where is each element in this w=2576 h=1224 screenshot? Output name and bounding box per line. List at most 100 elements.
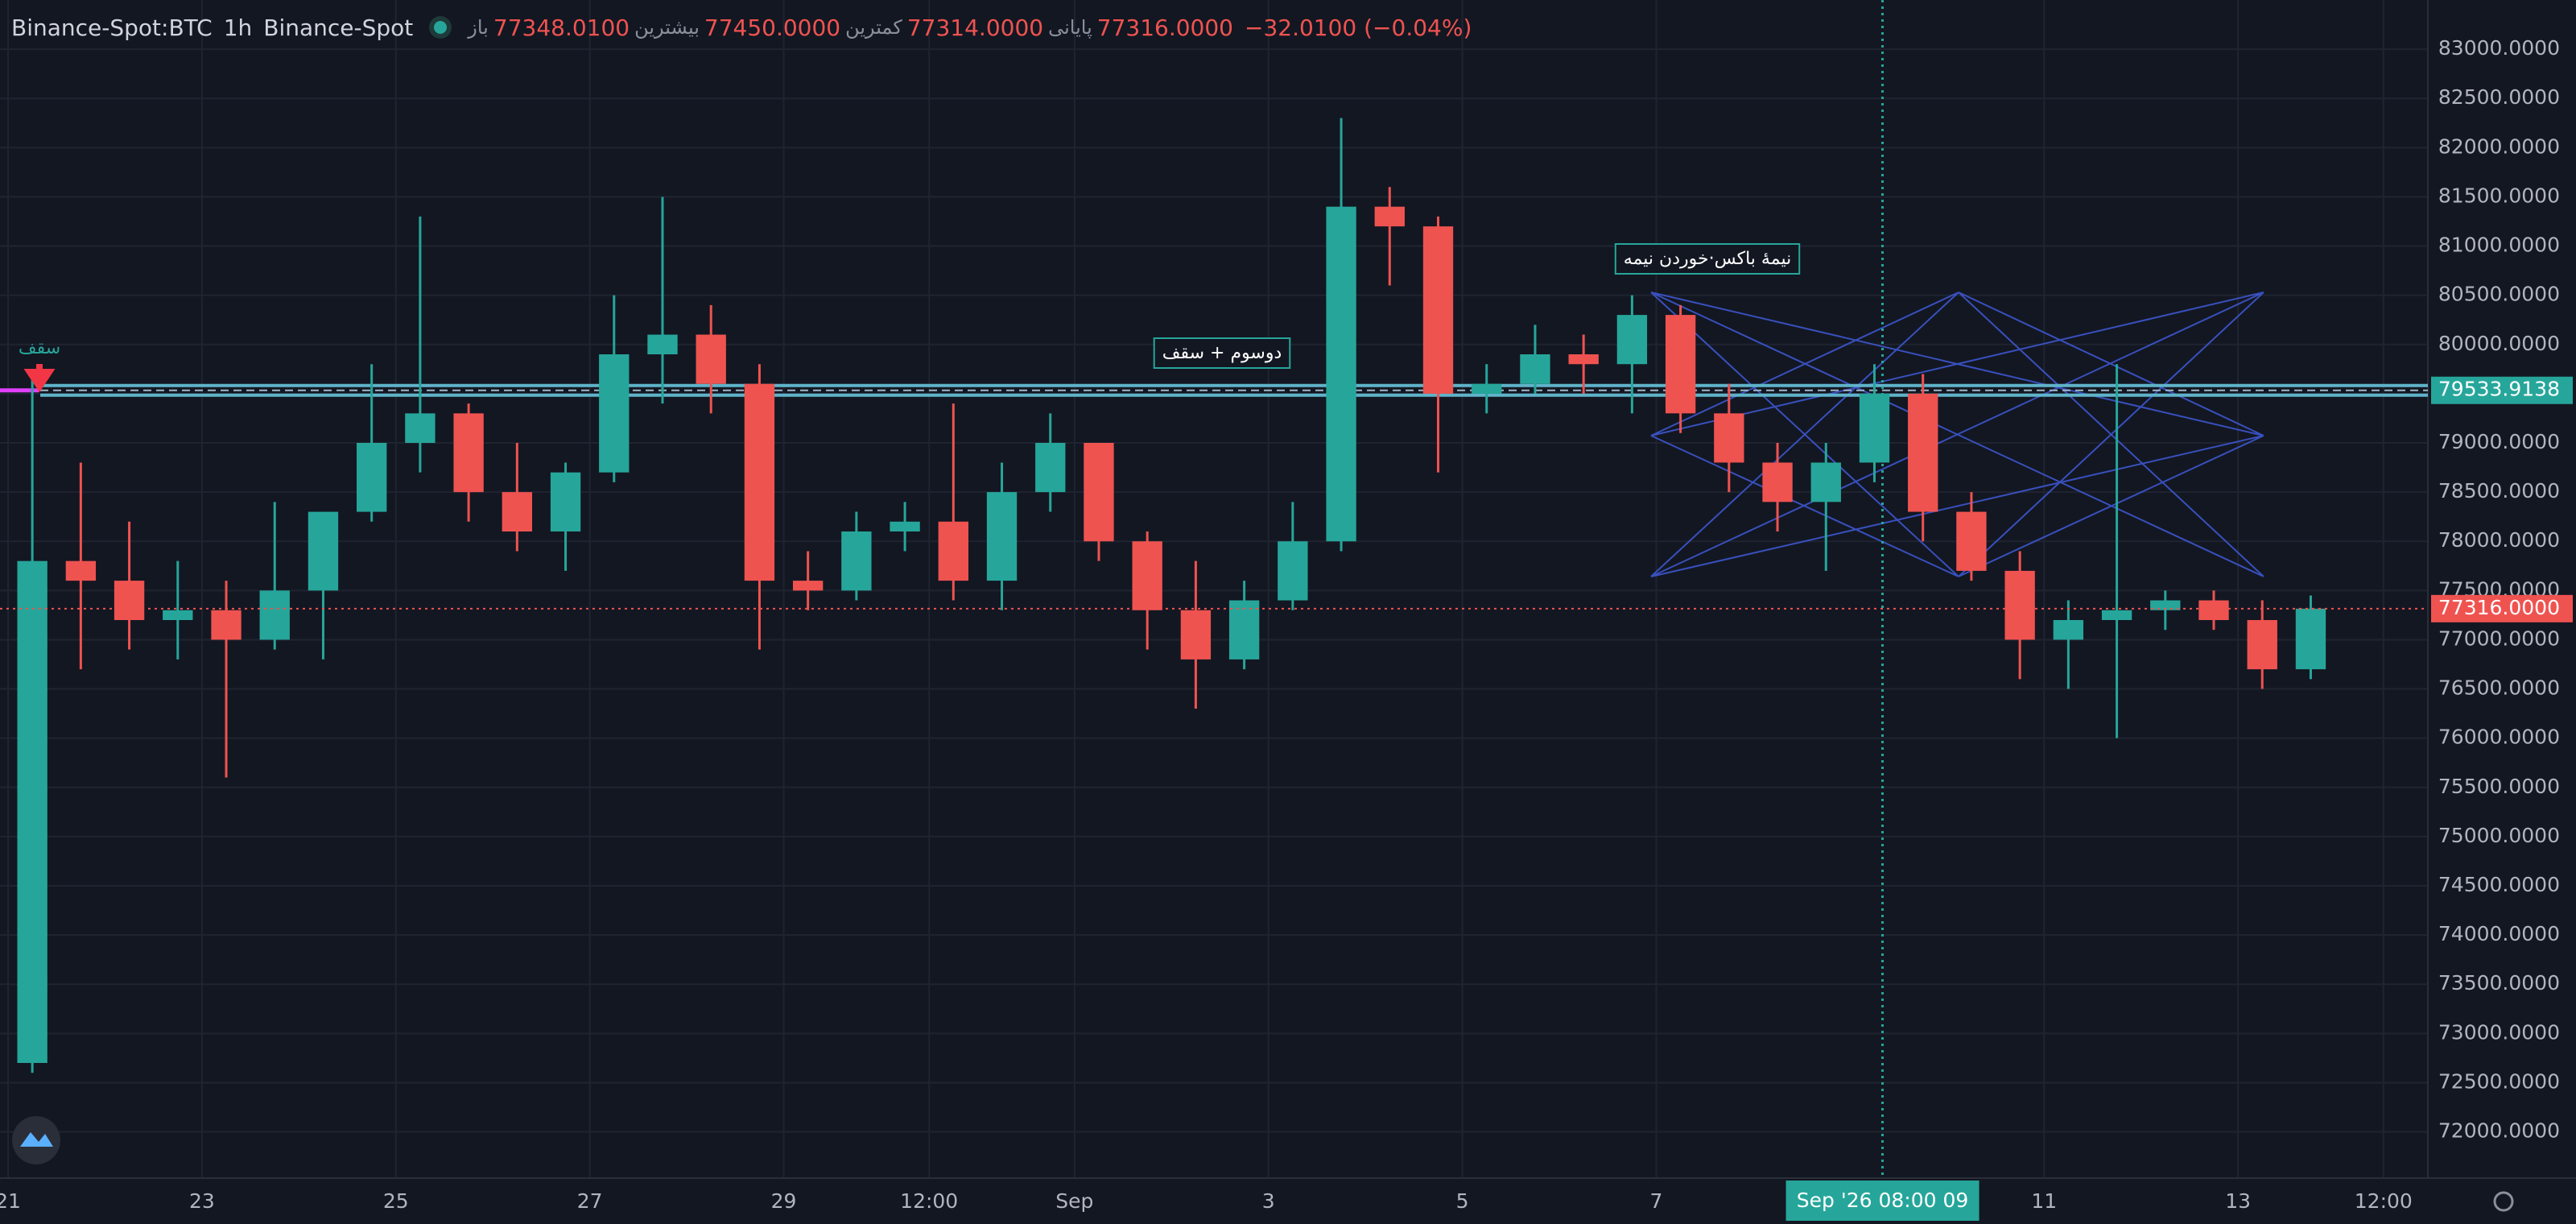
candle-body: [1278, 541, 1308, 601]
logo-icon: [20, 1132, 53, 1147]
candle-body: [17, 560, 47, 1063]
candle-body: [1762, 462, 1793, 502]
candle-body: [1132, 541, 1162, 610]
x-tick-label: 12:00: [2355, 1189, 2413, 1213]
candle-body: [1035, 443, 1066, 493]
x-tick-label: Sep: [1055, 1189, 1093, 1213]
annotation: نیمهٔ باکس·خوردن نیمه: [1624, 249, 1791, 269]
y-tick-label: 75500.0000: [2438, 775, 2560, 798]
ohlc-value: 77348.0100: [493, 14, 630, 41]
pattern-drawing: [1650, 292, 2264, 577]
candle-body: [405, 413, 436, 443]
y-tick-label: 74000.0000: [2438, 922, 2560, 945]
y-tick-label: 78500.0000: [2438, 479, 2560, 502]
x-tick-label: 29: [771, 1189, 797, 1213]
interval: 1h: [223, 14, 253, 41]
candle-body: [2247, 620, 2277, 670]
y-tick-label: 73500.0000: [2438, 971, 2560, 994]
candle-body: [1520, 354, 1550, 384]
last-price-box: [2431, 594, 2573, 622]
candle-body: [1956, 511, 1987, 571]
candle-body: [696, 334, 726, 384]
candle-body: [1326, 206, 1356, 542]
candle-body: [744, 383, 775, 581]
symbol: Binance-Spot:BTC: [11, 14, 213, 41]
ohlc-value: 77450.0000: [704, 14, 841, 41]
annotation-box: [1153, 337, 1291, 369]
y-tick-label: 72500.0000: [2438, 1069, 2560, 1093]
candle-body: [1665, 315, 1696, 414]
candle-body: [114, 581, 145, 620]
candle-body: [259, 590, 290, 640]
candle-body: [792, 581, 824, 591]
candle-body: [2101, 610, 2132, 620]
candle-body: [1810, 462, 1841, 502]
x-tick-label: 13: [2225, 1189, 2251, 1213]
y-tick-label: 82500.0000: [2438, 85, 2560, 109]
settings-icon[interactable]: [2493, 1191, 2514, 1212]
y-tick-label: 78000.0000: [2438, 528, 2560, 552]
last-price-label: 77316.0000: [2438, 596, 2560, 619]
candle-body: [550, 472, 581, 531]
crosshair-label: Sep '26 08:00 09: [1797, 1189, 1969, 1212]
arrow-marker: [23, 364, 56, 393]
x-tick-label: 21: [0, 1189, 21, 1213]
y-tick-label: 77000.0000: [2438, 626, 2560, 650]
ohlc-label: باز: [468, 16, 489, 39]
candle-body: [65, 560, 97, 581]
candle-body: [453, 413, 484, 493]
candle-body: [502, 492, 533, 531]
candle-body: [938, 521, 968, 581]
candle-body: [357, 443, 387, 512]
grid: [0, 0, 2428, 1178]
x-tick-label: 27: [577, 1189, 603, 1213]
candle-body: [1084, 443, 1114, 542]
annotation-box: [1614, 243, 1801, 275]
y-tick-label: 74500.0000: [2438, 873, 2560, 896]
y-tick-label: 80500.0000: [2438, 283, 2560, 306]
candle-body: [986, 492, 1018, 581]
x-tick-label: 3: [1262, 1189, 1275, 1213]
candle-body: [2295, 608, 2326, 670]
y-tick-label: 76500.0000: [2438, 676, 2560, 700]
candle-body: [2150, 600, 2181, 610]
candle-body: [2053, 620, 2084, 640]
y-tick-label: 72000.0000: [2438, 1119, 2560, 1143]
y-tick-label: 80000.0000: [2438, 332, 2560, 355]
x-tick-label: 25: [383, 1189, 409, 1213]
candle-body: [1616, 315, 1648, 365]
y-tick-label: 79000.0000: [2438, 430, 2560, 453]
candle-body: [599, 354, 630, 473]
y-tick-label: 81000.0000: [2438, 234, 2560, 257]
candle-body: [2198, 600, 2229, 620]
ohlc-label: کمترین: [845, 16, 902, 39]
y-tick-label: 73000.0000: [2438, 1020, 2560, 1044]
candle-body: [211, 610, 242, 640]
status-dot: [434, 21, 448, 34]
ohlc-value: 77316.0000: [1096, 14, 1233, 41]
y-tick-label: 76000.0000: [2438, 726, 2560, 749]
y-tick-label: 82000.0000: [2438, 134, 2560, 158]
ohlc-label: پایانی: [1048, 16, 1092, 39]
x-tick-label: 11: [2031, 1189, 2057, 1213]
change: −32.0100 (−0.04%): [1244, 14, 1472, 41]
y-tick-label: 83000.0000: [2438, 36, 2560, 60]
candle-body: [308, 511, 339, 591]
ohlc-value: 77314.0000: [906, 14, 1044, 41]
ohlc-values: باز 77348.0100 بیشترین 77450.0000 کمترین 7731…: [468, 14, 1233, 41]
candle-body: [163, 610, 193, 620]
candle-body: [890, 521, 920, 531]
candle-body: [1374, 206, 1405, 227]
candle-body: [1422, 226, 1454, 394]
crosshair-label-box: [1785, 1181, 1979, 1221]
y-tick-label: 75000.0000: [2438, 824, 2560, 847]
candle-body: [647, 334, 678, 354]
candle-body: [1228, 600, 1260, 660]
candle-body: [1568, 354, 1599, 365]
candle-body: [1180, 610, 1212, 660]
candle-body: [841, 531, 872, 591]
x-tick-label: 12:00: [900, 1189, 958, 1213]
